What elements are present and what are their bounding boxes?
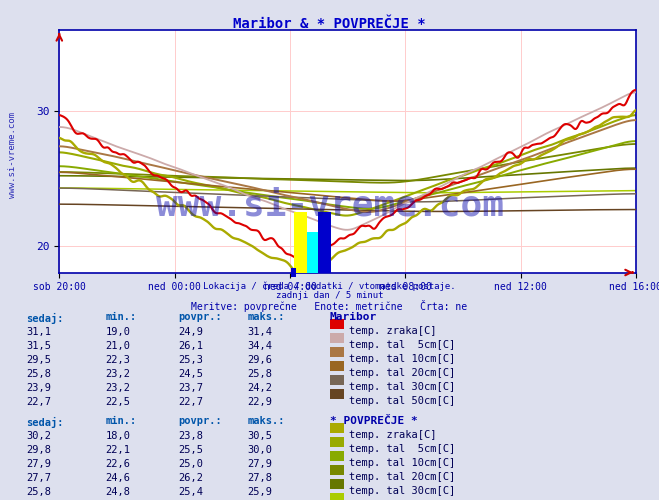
Text: 23,7: 23,7 — [178, 382, 203, 392]
Text: sedaj:: sedaj: — [26, 312, 64, 324]
Text: 19,0: 19,0 — [105, 326, 130, 336]
Text: 23,9: 23,9 — [26, 382, 51, 392]
Text: temp. tal 10cm[C]: temp. tal 10cm[C] — [349, 354, 455, 364]
Text: 23,2: 23,2 — [105, 368, 130, 378]
Text: 25,0: 25,0 — [178, 458, 203, 468]
Text: 34,4: 34,4 — [247, 340, 272, 350]
Text: 27,7: 27,7 — [26, 472, 51, 482]
Text: 22,7: 22,7 — [178, 396, 203, 406]
Text: 25,8: 25,8 — [26, 486, 51, 496]
Text: temp. tal  5cm[C]: temp. tal 5cm[C] — [349, 444, 455, 454]
Text: povpr.:: povpr.: — [178, 312, 221, 322]
Text: povpr.:: povpr.: — [178, 416, 221, 426]
Text: temp. tal 30cm[C]: temp. tal 30cm[C] — [349, 382, 455, 392]
Text: 30,2: 30,2 — [26, 430, 51, 440]
Text: 25,8: 25,8 — [26, 368, 51, 378]
Text: 22,6: 22,6 — [105, 458, 130, 468]
Text: 31,4: 31,4 — [247, 326, 272, 336]
Text: sedaj:: sedaj: — [26, 416, 64, 428]
Text: 22,1: 22,1 — [105, 444, 130, 454]
Text: temp. tal 10cm[C]: temp. tal 10cm[C] — [349, 458, 455, 468]
Text: 27,9: 27,9 — [247, 458, 272, 468]
Text: 24,6: 24,6 — [105, 472, 130, 482]
Text: www.si-vreme.com: www.si-vreme.com — [156, 188, 503, 222]
Text: min.:: min.: — [105, 416, 136, 426]
Text: 25,9: 25,9 — [247, 486, 272, 496]
Text: maks.:: maks.: — [247, 416, 285, 426]
Text: 25,5: 25,5 — [178, 444, 203, 454]
Text: 27,8: 27,8 — [247, 472, 272, 482]
Text: temp. tal 50cm[C]: temp. tal 50cm[C] — [349, 396, 455, 406]
Text: zadnji dan / 5 minut: zadnji dan / 5 minut — [275, 291, 384, 300]
Text: 30,5: 30,5 — [247, 430, 272, 440]
Text: 24,9: 24,9 — [178, 326, 203, 336]
Text: 26,1: 26,1 — [178, 340, 203, 350]
Text: 24,5: 24,5 — [178, 368, 203, 378]
Text: temp. zraka[C]: temp. zraka[C] — [349, 430, 437, 440]
Text: 31,5: 31,5 — [26, 340, 51, 350]
Text: Maribor: Maribor — [330, 312, 377, 322]
Text: Lokacija / čreda / dodatki / vtomatske postaje.: Lokacija / čreda / dodatki / vtomatske p… — [203, 282, 456, 291]
Text: 29,6: 29,6 — [247, 354, 272, 364]
Text: 23,2: 23,2 — [105, 382, 130, 392]
Text: 29,8: 29,8 — [26, 444, 51, 454]
Text: 31,1: 31,1 — [26, 326, 51, 336]
Text: 22,9: 22,9 — [247, 396, 272, 406]
Text: 26,2: 26,2 — [178, 472, 203, 482]
Text: temp. zraka[C]: temp. zraka[C] — [349, 326, 437, 336]
Text: 23,8: 23,8 — [178, 430, 203, 440]
Text: temp. tal 20cm[C]: temp. tal 20cm[C] — [349, 368, 455, 378]
Text: Meritve: povprečne   Enote: metrične   Črta: ne: Meritve: povprečne Enote: metrične Črta:… — [191, 300, 468, 312]
Text: temp. tal 30cm[C]: temp. tal 30cm[C] — [349, 486, 455, 496]
Text: 29,5: 29,5 — [26, 354, 51, 364]
Text: 24,8: 24,8 — [105, 486, 130, 496]
Text: 21,0: 21,0 — [105, 340, 130, 350]
Text: 18,0: 18,0 — [105, 430, 130, 440]
Text: * POVPREČJE *: * POVPREČJE * — [330, 416, 417, 426]
Text: 25,3: 25,3 — [178, 354, 203, 364]
Text: temp. tal 20cm[C]: temp. tal 20cm[C] — [349, 472, 455, 482]
Text: 30,0: 30,0 — [247, 444, 272, 454]
Text: min.:: min.: — [105, 312, 136, 322]
Text: 27,9: 27,9 — [26, 458, 51, 468]
Bar — [291, 268, 296, 276]
Text: 22,5: 22,5 — [105, 396, 130, 406]
Text: maks.:: maks.: — [247, 312, 285, 322]
Bar — [293, 212, 307, 272]
Bar — [307, 232, 318, 272]
Text: 25,4: 25,4 — [178, 486, 203, 496]
Text: www.si-vreme.com: www.si-vreme.com — [8, 112, 17, 198]
Text: 25,8: 25,8 — [247, 368, 272, 378]
Bar — [318, 212, 331, 272]
Text: 22,3: 22,3 — [105, 354, 130, 364]
Text: Maribor & * POVPREČJE *: Maribor & * POVPREČJE * — [233, 18, 426, 32]
Text: temp. tal  5cm[C]: temp. tal 5cm[C] — [349, 340, 455, 350]
Text: 24,2: 24,2 — [247, 382, 272, 392]
Text: 22,7: 22,7 — [26, 396, 51, 406]
